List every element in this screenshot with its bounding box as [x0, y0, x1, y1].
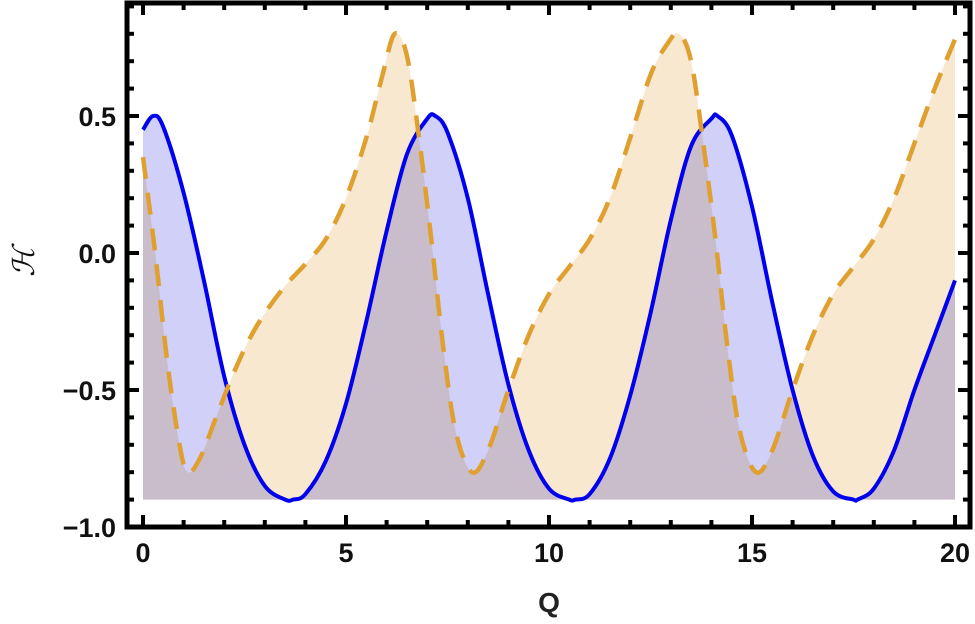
dashed-orange-fill	[143, 33, 955, 500]
x-axis-label: Q	[538, 587, 560, 618]
tick-labels: 0 5 10 15 20 0.5 0.0 −0.5 −1.0	[63, 102, 970, 568]
y-axis-label: ℋ	[7, 243, 42, 277]
x-tick-label: 20	[940, 538, 970, 568]
y-tick-label: −0.5	[63, 376, 116, 406]
solid-blue-line	[141, 112, 957, 503]
x-tick-label: 10	[534, 538, 564, 568]
y-tick-label: 0.5	[78, 102, 116, 132]
y-tick-label: 0.0	[78, 239, 116, 269]
series-lines	[140, 30, 958, 503]
area-fills	[143, 33, 955, 501]
x-tick-label: 5	[338, 538, 353, 568]
axis-ticks	[127, 3, 970, 529]
x-tick-label: 0	[135, 538, 150, 568]
dashed-orange-line	[140, 30, 958, 475]
x-tick-label: 15	[737, 538, 767, 568]
y-tick-label: −1.0	[63, 513, 116, 543]
